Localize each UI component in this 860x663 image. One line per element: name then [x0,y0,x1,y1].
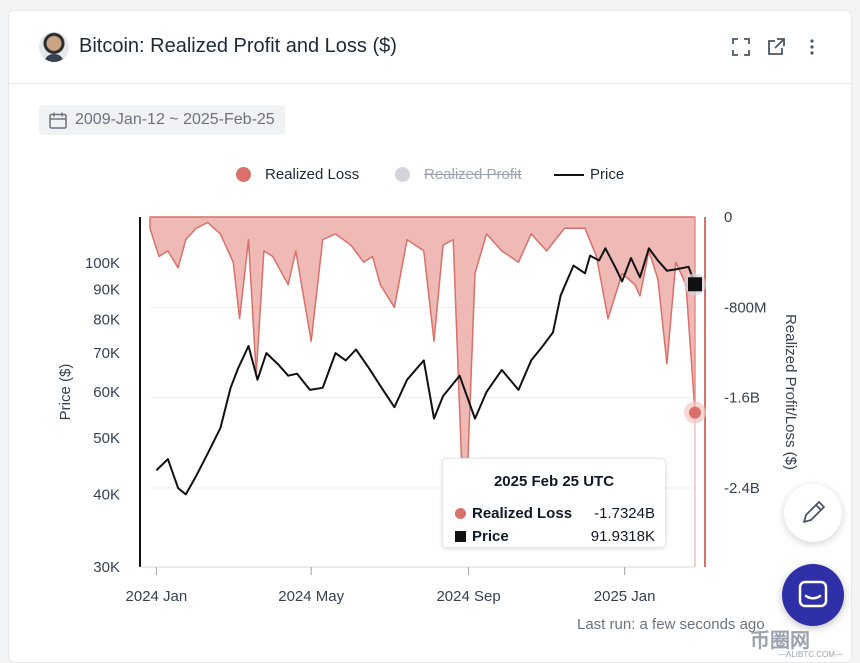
legend-label: Price [590,166,625,183]
price-series [155,247,696,496]
watermark-main: 币圈网 [750,630,810,652]
y-left-tick-label: 50K [93,430,120,447]
tooltip-row-price: Price 91.9318K [455,528,655,545]
chat-icon [798,580,828,608]
tooltip-value: 91.9318K [590,528,655,545]
loss-hover-marker [689,406,701,419]
page-title: Bitcoin: Realized Profit and Loss ($) [79,35,397,57]
tooltip-marker-loss [455,508,466,519]
legend-item-realized-loss[interactable]: Realized Loss [236,166,359,183]
legend-item-price[interactable]: Price [554,166,624,183]
y-left-tick-label: 80K [93,311,120,328]
legend-item-realized-profit[interactable]: Realized Profit [395,166,522,183]
legend-dot-realized-profit [395,167,410,182]
y-right-tick-label: -1.6B [724,390,760,407]
date-range-filter[interactable]: 2009-Jan-12 ~ 2025-Feb-25 [39,105,285,135]
tooltip-name: Realized Loss [472,505,573,522]
x-tick-label: 2024 May [278,588,344,605]
chart-tooltip: 2025 Feb 25 UTC Realized Loss -1.7324B P… [442,458,666,548]
y-right-tick-label: -800M [724,299,767,316]
external-link-icon[interactable] [765,36,787,58]
card-header: Bitcoin: Realized Profit and Loss ($) [9,11,851,84]
avatar [39,32,69,62]
chart-card: Bitcoin: Realized Profit and Loss ($) 20… [8,10,852,663]
legend-dot-realized-loss [236,167,251,182]
watermark: 币圈网 —ALIBTC.COM— [750,624,843,659]
watermark-sub: —ALIBTC.COM— [778,650,843,659]
realized-loss-series [149,216,696,546]
legend-label: Realized Loss [265,166,360,183]
chat-button[interactable] [782,564,844,626]
y-left-tick-label: 30K [93,559,120,576]
x-tick-label: 2024 Sep [436,588,500,605]
tooltip-name: Price [472,528,509,545]
more-vertical-icon[interactable] [801,36,823,58]
tooltip-value: -1.7324B [594,505,655,522]
tooltip-row-realized-loss: Realized Loss -1.7324B [455,505,655,522]
fullscreen-icon[interactable] [730,36,752,58]
y-right-axis-title: Realized Profit/Loss ($) [782,314,799,470]
edit-button[interactable] [784,484,842,542]
legend-label: Realized Profit [424,166,522,183]
legend-line-price [554,173,584,176]
tooltip-date: 2025 Feb 25 UTC [493,473,615,490]
y-left-tick-label: 90K [93,282,120,299]
x-tick-label: 2024 Jan [126,588,188,605]
y-right-tick-label: -2.4B [724,480,760,497]
last-run-status: Last run: a few seconds ago [577,616,765,633]
date-range-text: 2009-Jan-12 ~ 2025-Feb-25 [75,111,275,128]
price-hover-marker [688,277,702,292]
y-left-tick-label: 60K [93,384,120,401]
pencil-icon [803,501,825,523]
y-right-tick-label: 0 [724,209,732,226]
y-left-tick-label: 70K [93,345,120,362]
tooltip-marker-price [455,531,466,542]
y-left-tick-label: 40K [93,486,120,503]
calendar-icon [49,112,67,129]
x-tick-label: 2025 Jan [594,588,656,605]
y-left-axis-title: Price ($) [57,364,74,421]
y-left-tick-label: 100K [85,255,120,272]
